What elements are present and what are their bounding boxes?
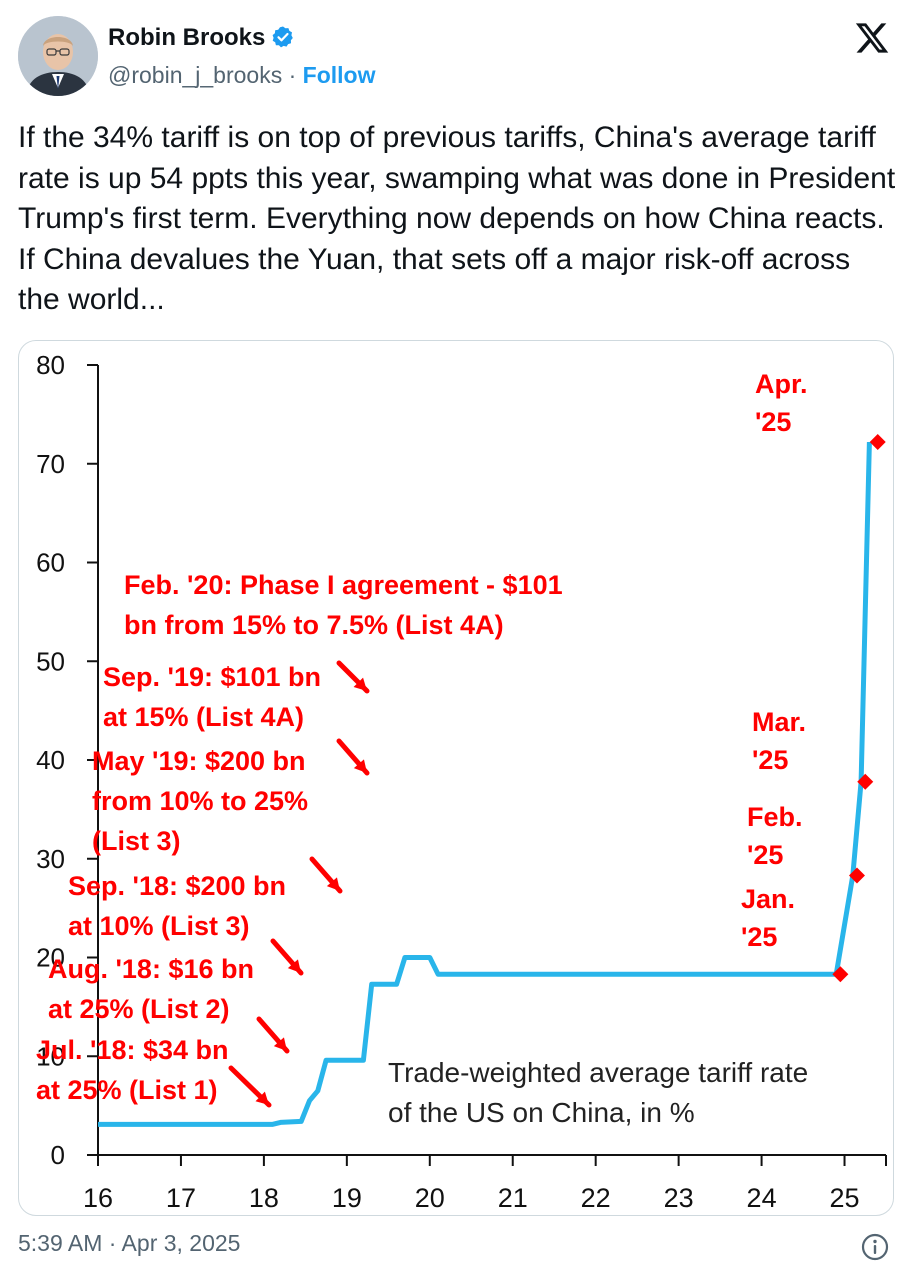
tariff-chart: 0 10 20 30 40 50 60 70 80 16 17 18 19 20 21 22 23 24 25 Ja… — [36, 350, 887, 1213]
verified-badge-icon — [271, 25, 295, 56]
marker-label: Apr. — [755, 369, 808, 399]
chart-annotations: Feb. '20: Phase I agreement - $101 bn fro… — [36, 570, 563, 1105]
data-point-marker — [869, 434, 886, 451]
marker-label: Feb. — [747, 802, 803, 832]
arrow-head — [353, 759, 367, 773]
chart-inset-label-line-1: Trade-weighted average tariff rate — [388, 1057, 808, 1088]
x-tick-label: 16 — [83, 1183, 113, 1213]
arrow-head — [326, 877, 340, 891]
y-tick-label: 70 — [36, 449, 65, 479]
marker-label: Mar. — [752, 707, 806, 737]
annotation-label: Jul. '18: $34 bn — [36, 1035, 229, 1065]
y-tick-label: 60 — [36, 548, 65, 578]
arrow-head — [273, 1037, 287, 1051]
y-tick-label: 20 — [36, 943, 65, 973]
annotation-label: Feb. '20: Phase I agreement - $101 — [124, 570, 563, 600]
annotation-label: (List 3) — [92, 826, 181, 856]
author-handle[interactable]: @robin_j_brooks — [108, 62, 283, 88]
annotation-label: at 25% (List 2) — [48, 994, 230, 1024]
y-tick-label: 10 — [36, 1041, 65, 1071]
data-point-marker — [857, 773, 874, 790]
annotation-label: Sep. '18: $200 bn — [68, 871, 286, 901]
marker-label: '25 — [747, 840, 783, 870]
annotation-label: May '19: $200 bn — [92, 746, 306, 776]
author-name[interactable]: Robin Brooks — [108, 24, 266, 51]
annotation-label: from 10% to 25% — [92, 786, 308, 816]
y-tick-label: 0 — [51, 1140, 65, 1170]
tweet-text: If the 34% tariff is on top of previous … — [18, 121, 896, 316]
chart-inset-label-line-2: of the US on China, in % — [388, 1097, 695, 1128]
annotation-label: at 15% (List 4A) — [103, 702, 304, 732]
x-tick-label: 20 — [415, 1183, 445, 1213]
author-handle-row: @robin_j_brooks · Follow — [108, 62, 376, 89]
y-tick-label: 50 — [36, 646, 65, 676]
annotation-label: at 10% (List 3) — [68, 911, 250, 941]
tweet-timestamp[interactable]: 5:39 AM · Apr 3, 2025 — [18, 1230, 241, 1256]
arrow-head — [255, 1091, 269, 1105]
marker-label: Jan. — [741, 884, 795, 914]
chart-ticks: 0 10 20 30 40 50 60 70 80 16 17 18 19 20 21 22 23 24 25 — [36, 350, 887, 1213]
x-tick-label: 24 — [747, 1183, 777, 1213]
x-tick-label: 17 — [166, 1183, 196, 1213]
marker-label: '25 — [752, 745, 788, 775]
annotation-label: at 25% (List 1) — [36, 1075, 218, 1105]
info-icon[interactable] — [860, 1232, 890, 1267]
follow-button[interactable]: Follow — [302, 62, 376, 88]
x-tick-label: 21 — [498, 1183, 528, 1213]
x-tick-label: 22 — [581, 1183, 611, 1213]
marker-label: '25 — [755, 407, 791, 437]
tariff-rate-line — [98, 441, 872, 1127]
x-tick-label: 18 — [249, 1183, 279, 1213]
data-point-marker — [832, 966, 849, 983]
y-tick-label: 30 — [36, 844, 65, 874]
chart-series — [98, 441, 872, 1127]
author-name-row[interactable]: Robin Brooks — [108, 24, 295, 56]
arrow-head — [353, 677, 367, 691]
marker-label: '25 — [741, 922, 777, 952]
annotation-arrows — [228, 660, 370, 1108]
avatar-portrait — [18, 16, 98, 96]
x-tick-label: 19 — [332, 1183, 362, 1213]
y-tick-label: 80 — [36, 350, 65, 380]
annotation-label: Sep. '19: $101 bn — [103, 662, 321, 692]
y-tick-label: 40 — [36, 745, 65, 775]
annotation-label: bn from 15% to 7.5% (List 4A) — [124, 610, 504, 640]
x-tick-label: 23 — [664, 1183, 694, 1213]
arrow-head — [287, 959, 301, 973]
chart-markers: Jan. '25 Feb. '25 Mar. '25 Apr. '25 — [741, 369, 886, 983]
data-point-marker — [848, 867, 865, 884]
separator-dot: · — [288, 62, 297, 88]
tweet-media[interactable]: 0 10 20 30 40 50 60 70 80 16 17 18 19 20 21 22 23 24 25 Ja… — [18, 340, 894, 1216]
annotation-label: Aug. '18: $16 bn — [48, 954, 254, 984]
x-tick-label: 25 — [830, 1183, 860, 1213]
x-logo-icon[interactable] — [854, 20, 890, 61]
avatar[interactable] — [18, 16, 98, 96]
